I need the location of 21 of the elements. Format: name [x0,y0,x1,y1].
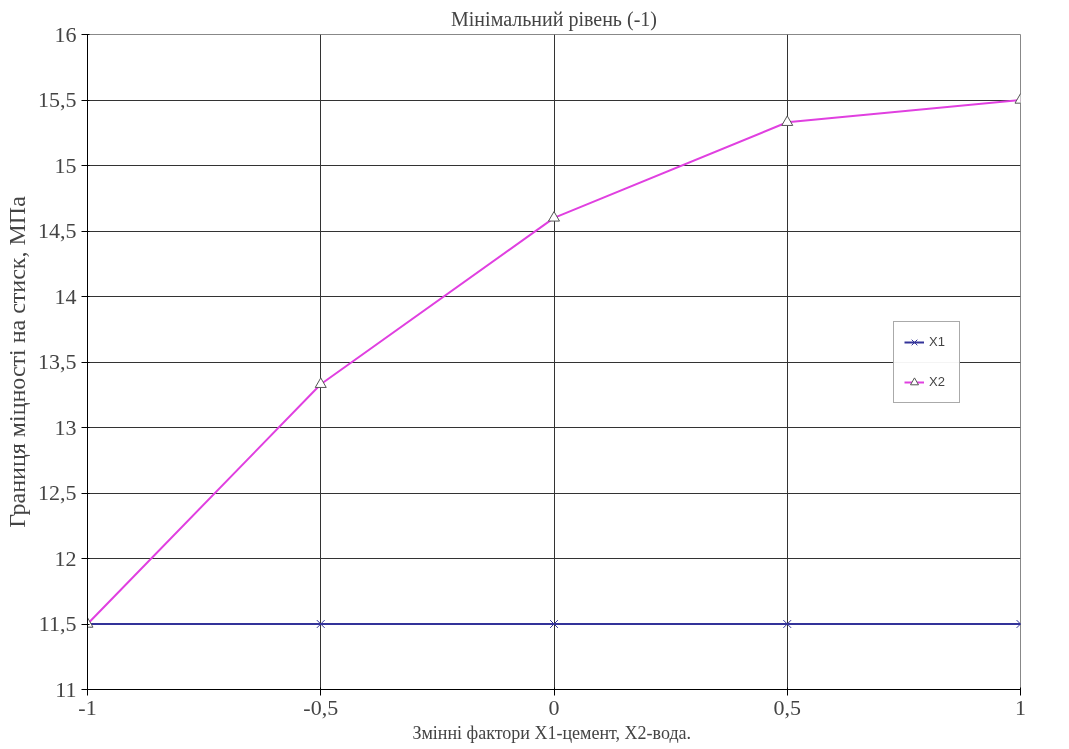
y-tick-label: 12,5 [38,480,77,505]
legend-label: X1 [929,334,946,349]
chart-title: Мінімальний рівень (-1) [451,7,657,31]
y-tick-label: 13,5 [38,349,77,374]
y-tick-label: 12 [54,545,77,571]
y-tick-label: 11 [55,676,77,702]
y-tick-label: 15 [54,152,77,178]
x-tick-label: 1 [1015,694,1026,720]
x-axis-title: Змінні фактори X1-цемент, X2-вода. [412,722,692,743]
x-tick-label: -1 [78,694,97,720]
y-tick-label: 15,5 [38,87,77,112]
x-tick-label: 0,5 [773,694,801,720]
x-tick-label: 0 [548,694,560,720]
y-tick-label: 13 [54,414,77,440]
y-tick-label: 14,5 [38,218,77,243]
x-tick-label: -0,5 [303,694,339,720]
y-tick-label: 16 [54,21,77,47]
y-tick-label: 11,5 [38,611,77,636]
y-tick-label: 14 [54,283,77,309]
y-axis-title: Границя міцності на стиск, МПа [4,195,30,528]
legend-label: X2 [929,374,946,389]
